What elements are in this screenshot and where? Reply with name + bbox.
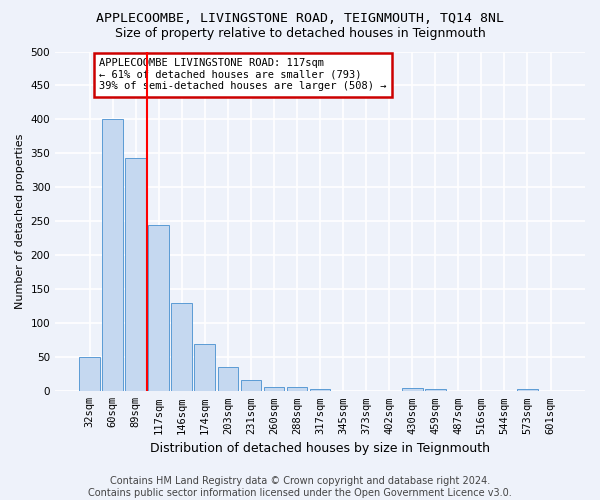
Bar [379,390,400,392]
Bar [425,388,446,392]
X-axis label: Distribution of detached houses by size in Teignmouth: Distribution of detached houses by size … [150,442,490,455]
Bar [494,390,515,392]
Bar [102,120,123,392]
Bar [310,390,331,392]
Bar [172,303,192,392]
Bar [471,390,492,392]
Y-axis label: Number of detached properties: Number of detached properties [15,134,25,309]
Bar [241,380,262,392]
Text: APPLECOOMBE, LIVINGSTONE ROAD, TEIGNMOUTH, TQ14 8NL: APPLECOOMBE, LIVINGSTONE ROAD, TEIGNMOUT… [96,12,504,26]
Bar [79,358,100,392]
Bar [125,158,146,392]
Bar [402,388,422,392]
Bar [356,390,377,392]
Text: Size of property relative to detached houses in Teignmouth: Size of property relative to detached ho… [115,28,485,40]
Bar [148,225,169,392]
Bar [517,390,538,392]
Bar [287,386,307,392]
Bar [194,344,215,392]
Text: APPLECOOMBE LIVINGSTONE ROAD: 117sqm
← 61% of detached houses are smaller (793)
: APPLECOOMBE LIVINGSTONE ROAD: 117sqm ← 6… [99,58,386,92]
Bar [333,390,353,392]
Bar [448,390,469,392]
Text: Contains HM Land Registry data © Crown copyright and database right 2024.
Contai: Contains HM Land Registry data © Crown c… [88,476,512,498]
Bar [218,367,238,392]
Bar [263,386,284,392]
